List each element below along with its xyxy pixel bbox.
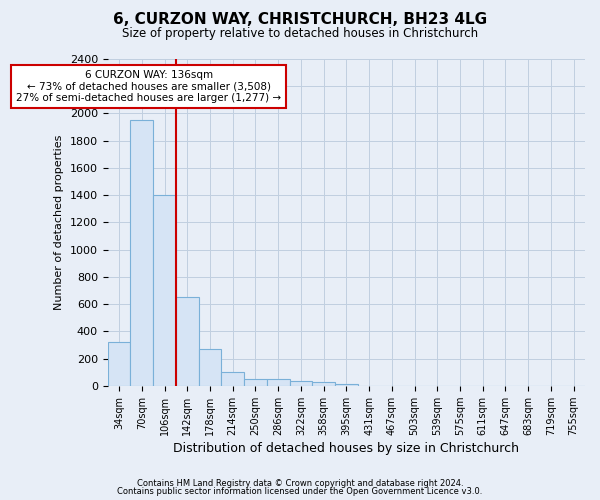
Bar (267, 379, 290, 386)
X-axis label: Distribution of detached houses by size in Christchurch: Distribution of detached houses by size … (173, 442, 520, 455)
Bar (290, 381, 312, 386)
Text: Contains public sector information licensed under the Open Government Licence v3: Contains public sector information licen… (118, 487, 482, 496)
Y-axis label: Number of detached properties: Number of detached properties (54, 134, 64, 310)
Bar (244, 379, 267, 386)
Bar (199, 349, 221, 386)
Text: 6, CURZON WAY, CHRISTCHURCH, BH23 4LG: 6, CURZON WAY, CHRISTCHURCH, BH23 4LG (113, 12, 487, 28)
Bar (312, 382, 335, 386)
Bar (335, 384, 358, 386)
Bar (153, 195, 176, 386)
Bar (130, 120, 153, 386)
Text: 6 CURZON WAY: 136sqm
← 73% of detached houses are smaller (3,508)
27% of semi-de: 6 CURZON WAY: 136sqm ← 73% of detached h… (16, 70, 281, 103)
Text: Contains HM Land Registry data © Crown copyright and database right 2024.: Contains HM Land Registry data © Crown c… (137, 478, 463, 488)
Bar (221, 372, 244, 386)
Bar (108, 342, 130, 386)
Text: Size of property relative to detached houses in Christchurch: Size of property relative to detached ho… (122, 28, 478, 40)
Bar (176, 298, 199, 386)
